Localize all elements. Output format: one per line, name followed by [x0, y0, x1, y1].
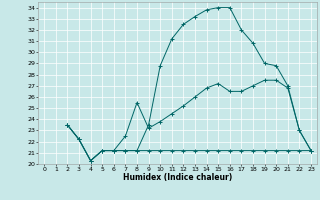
X-axis label: Humidex (Indice chaleur): Humidex (Indice chaleur): [123, 173, 232, 182]
